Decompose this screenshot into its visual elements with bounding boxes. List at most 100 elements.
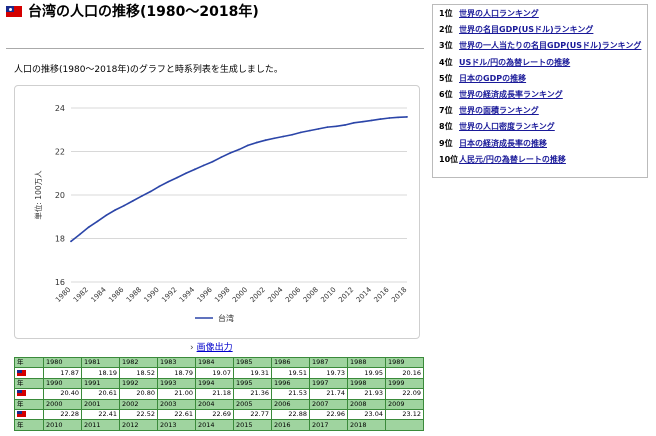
year-cell: 2000 — [43, 398, 82, 410]
ranking-link[interactable]: 世界の人口ランキング — [459, 9, 539, 18]
value-cell: 18.19 — [81, 367, 120, 379]
year-cell: 1989 — [385, 356, 424, 369]
data-point — [326, 126, 329, 129]
x-tick-label: 1992 — [160, 286, 178, 304]
value-cell: 20.80 — [119, 388, 158, 400]
y-tick-label: 20 — [55, 191, 65, 200]
data-point — [273, 137, 276, 140]
value-cell: 22.52 — [119, 408, 158, 421]
ranking-item[interactable]: 6位 世界の経済成長率ランキング — [439, 89, 563, 101]
main-content: 台湾の人口の推移(1980〜2018年) 人口の推移(1980〜2018年)のグ… — [6, 2, 424, 431]
ranking-item[interactable]: 9位 日本の経済成長率の推移 — [439, 138, 547, 150]
data-point — [344, 124, 347, 126]
data-point — [123, 204, 125, 207]
population-chart: 16 18 20 22 24 単位: 100万人 1980 1982 1984 1986 1988 1… — [14, 85, 420, 339]
page-description: 人口の推移(1980〜2018年)のグラフと時系列表を生成しました。 — [14, 65, 283, 75]
y-tick-label: 16 — [55, 278, 65, 287]
data-point — [220, 156, 223, 159]
y-tick-label: 22 — [55, 148, 65, 157]
x-tick-label: 1984 — [90, 285, 109, 304]
year-cell: 2009 — [385, 398, 424, 410]
value-cell: 22.28 — [43, 408, 82, 421]
ranking-link[interactable]: 世界の一人当たりの名目GDP(USドル)ランキング — [459, 41, 642, 51]
ranking-position: 4位 — [439, 57, 453, 67]
x-tick-label: 2006 — [284, 285, 303, 304]
x-tick-label: 1990 — [143, 286, 161, 304]
x-tick-label: 1982 — [72, 286, 90, 304]
data-point — [193, 168, 196, 171]
ranking-item[interactable]: 4位 USドル/円の為替レートの推移 — [439, 57, 570, 69]
ranking-link[interactable]: 世界の人口密度ランキング — [459, 122, 555, 132]
ranking-item[interactable]: 5位 日本のGDPの推移 — [439, 73, 526, 85]
year-cell: 2016 — [271, 419, 310, 431]
table-year-row: 年 1980 1981 1982 1983 1984 1985 1986 1987 1988 198… — [14, 356, 424, 369]
ranking-item[interactable]: 8位 世界の人口密度ランキング — [439, 121, 555, 133]
ranking-position: 10位 — [439, 154, 459, 164]
value-cell: 20.16 — [385, 367, 424, 379]
ranking-item[interactable]: 2位 世界の名目GDP(USドル)ランキング — [439, 24, 593, 36]
data-point — [308, 129, 311, 132]
ranking-position: 3位 — [439, 41, 453, 51]
table-year-row: 年 2000 2001 2002 2003 2004 2005 2006 2007 2008 200… — [14, 398, 424, 410]
export-image-link[interactable]: › 画像出力 — [190, 340, 233, 353]
data-point — [379, 118, 382, 120]
ranking-link[interactable]: 世界の面積ランキング — [459, 106, 539, 116]
value-cell: 22.61 — [157, 408, 196, 421]
x-tick-label: 1988 — [125, 286, 143, 304]
ranking-item[interactable]: 10位人民元/円の為替レートの推移 — [439, 154, 566, 166]
table-year-row: 年 2010 2011 2012 2013 2014 2015 2016 2017 2018 — [14, 419, 424, 431]
ranking-position: 9位 — [439, 138, 453, 148]
export-image-label[interactable]: 画像出力 — [196, 343, 233, 353]
year-cell: 2015 — [233, 419, 272, 431]
page-header: 台湾の人口の推移(1980〜2018年) — [6, 2, 424, 24]
year-cell: 2010 — [43, 419, 82, 431]
divider — [6, 48, 424, 49]
ranking-link[interactable]: 人民元/円の為替レートの推移 — [459, 154, 566, 164]
flag-cell — [14, 367, 44, 379]
value-cell: 19.51 — [271, 367, 310, 379]
flag-cell — [14, 408, 44, 421]
data-point — [388, 117, 391, 119]
series-line-taiwan — [70, 116, 408, 242]
table-year-row: 年 1990 1991 1992 1993 1994 1995 1996 1997 1998 199… — [14, 377, 424, 390]
ranking-sidebar: 1位 世界の人口ランキング 2位 世界の名目GDP(USドル)ランキング 3位 世界の一人… — [432, 4, 648, 178]
ranking-link[interactable]: 世界の経済成長率ランキング — [459, 90, 563, 99]
value-cell: 21.18 — [195, 388, 234, 400]
ranking-item[interactable]: 7位 世界の面積ランキング — [439, 105, 539, 117]
x-tick-label: 1994 — [178, 285, 197, 304]
year-cell: 2011 — [81, 419, 120, 431]
data-point — [70, 240, 72, 243]
year-cell: 1980 — [43, 356, 82, 369]
year-cell: 2003 — [157, 398, 196, 410]
value-cell: 18.79 — [157, 367, 196, 379]
ranking-link[interactable]: 日本のGDPの推移 — [459, 73, 527, 83]
data-point — [361, 120, 364, 123]
value-cell: 19.31 — [233, 367, 272, 379]
value-cell: 21.00 — [157, 388, 196, 400]
value-cell: 22.09 — [385, 388, 424, 400]
ranking-link[interactable]: USドル/円の為替レートの推移 — [459, 57, 571, 67]
year-cell: 1991 — [81, 377, 120, 390]
ranking-link[interactable]: 日本の経済成長率の推移 — [459, 138, 547, 148]
year-cell: 2001 — [81, 398, 120, 410]
x-tick-label: 1980 — [54, 286, 72, 304]
ranking-position: 5位 — [439, 73, 453, 83]
data-point — [282, 135, 285, 138]
data-point — [131, 199, 134, 202]
year-cell: 2008 — [347, 398, 386, 410]
year-cell — [385, 419, 424, 431]
taiwan-flag-icon — [17, 390, 26, 397]
data-point — [397, 116, 400, 119]
year-cell: 1993 — [157, 377, 196, 390]
ranking-item[interactable]: 3位 世界の一人当たりの名目GDP(USドル)ランキング — [439, 40, 641, 52]
ranking-link[interactable]: 世界の名目GDP(USドル)ランキング — [459, 25, 594, 35]
year-cell: 2002 — [119, 398, 158, 410]
year-cell: 2017 — [309, 419, 348, 431]
value-cell: 22.96 — [309, 408, 348, 421]
ranking-item[interactable]: 1位 世界の人口ランキング — [439, 8, 539, 20]
data-point — [202, 164, 205, 167]
x-tick-label: 2000 — [231, 286, 249, 304]
value-cell: 18.52 — [119, 367, 158, 379]
year-cell: 2005 — [233, 398, 272, 410]
year-cell: 1990 — [43, 377, 82, 390]
